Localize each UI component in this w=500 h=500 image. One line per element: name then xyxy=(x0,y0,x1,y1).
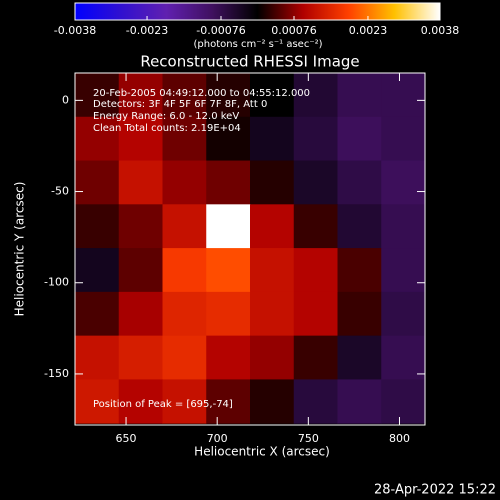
pixel xyxy=(250,291,295,337)
pixel xyxy=(381,160,425,205)
pixel xyxy=(250,379,295,424)
image xyxy=(75,73,425,424)
pixel xyxy=(162,248,207,293)
annotation: Clean Total counts: 2.19E+04 xyxy=(93,123,241,134)
y-tick-label: -150 xyxy=(44,367,69,380)
colorbar xyxy=(74,2,441,21)
pixel xyxy=(381,335,425,380)
pixel xyxy=(381,379,425,424)
chart-title: Reconstructed RHESSI Image xyxy=(140,53,359,71)
pixel xyxy=(250,204,295,249)
pixel xyxy=(293,160,338,205)
pixel xyxy=(75,116,120,162)
pixel xyxy=(337,73,382,118)
pixel xyxy=(337,116,382,162)
pixel xyxy=(250,160,295,205)
pixel xyxy=(206,204,251,249)
pixel xyxy=(293,248,338,293)
pixel xyxy=(337,379,382,424)
pixel xyxy=(250,73,295,118)
pixel xyxy=(206,116,251,162)
annotation: Position of Peak = [695,-74] xyxy=(93,399,233,410)
colorbar-tick-label: -0.0038 xyxy=(54,24,96,37)
pixel xyxy=(206,379,251,424)
x-tick-label: 750 xyxy=(298,432,319,445)
timestamp: 28-Apr-2022 15:22 xyxy=(374,483,496,498)
pixel xyxy=(118,160,163,205)
pixel xyxy=(381,116,425,162)
pixel xyxy=(337,248,382,293)
pixel xyxy=(381,73,425,118)
pixel xyxy=(206,160,251,205)
x-tick-label: 700 xyxy=(207,432,228,445)
pixel xyxy=(250,116,295,162)
pixel xyxy=(75,160,120,205)
pixel xyxy=(162,335,207,380)
x-axis-label: Heliocentric X (arcsec) xyxy=(194,445,330,459)
annotation: Detectors: 3F 4F 5F 6F 7F 8F, Att 0 xyxy=(93,99,267,110)
pixel xyxy=(206,335,251,380)
pixel xyxy=(337,291,382,337)
colorbar-label: (photons cm⁻² s⁻¹ asec⁻²) xyxy=(193,39,322,50)
y-tick-label: -100 xyxy=(44,276,69,289)
pixel xyxy=(293,291,338,337)
pixel xyxy=(118,335,163,380)
pixel xyxy=(293,204,338,249)
pixel xyxy=(75,379,120,424)
pixel xyxy=(162,160,207,205)
pixel xyxy=(162,204,207,249)
pixel xyxy=(118,291,163,337)
pixel xyxy=(381,248,425,293)
pixel xyxy=(337,335,382,380)
y-tick-label: 0 xyxy=(62,93,69,106)
pixel xyxy=(162,73,207,118)
pixel xyxy=(337,160,382,205)
pixel xyxy=(75,248,120,293)
colorbar-tick-label: -0.0023 xyxy=(126,24,168,37)
pixel xyxy=(250,335,295,380)
y-axis-label: Heliocentric Y (arcsec) xyxy=(13,182,27,317)
pixel xyxy=(162,116,207,162)
plot-frame xyxy=(74,72,426,426)
pixel xyxy=(206,73,251,118)
pixel xyxy=(162,379,207,424)
colorbar-tick-label: 0.00076 xyxy=(271,24,317,37)
x-tick-label: 800 xyxy=(389,432,410,445)
pixel xyxy=(381,291,425,337)
pixel xyxy=(118,379,163,424)
pixel xyxy=(381,204,425,249)
pixel xyxy=(118,248,163,293)
pixel xyxy=(337,204,382,249)
y-tick-label: -50 xyxy=(51,185,69,198)
annotation: Energy Range: 6.0 - 12.0 keV xyxy=(93,111,239,122)
colorbar-tick-label: -0.00076 xyxy=(196,24,245,37)
pixel xyxy=(75,335,120,380)
pixel xyxy=(293,335,338,380)
x-tick-label: 650 xyxy=(116,432,137,445)
pixel xyxy=(206,291,251,337)
pixel xyxy=(162,291,207,337)
colorbar-tick-label: 0.0038 xyxy=(421,24,460,37)
pixel xyxy=(118,116,163,162)
pixel xyxy=(293,116,338,162)
pixel xyxy=(250,248,295,293)
pixel xyxy=(118,204,163,249)
pixel xyxy=(75,291,120,337)
pixel xyxy=(293,379,338,424)
annotation: 20-Feb-2005 04:49:12.000 to 04:55:12.000 xyxy=(93,88,310,99)
pixel xyxy=(75,204,120,249)
pixel xyxy=(206,248,251,293)
pixel xyxy=(75,73,120,118)
pixel xyxy=(293,73,338,118)
colorbar-tick-label: 0.0023 xyxy=(349,24,388,37)
